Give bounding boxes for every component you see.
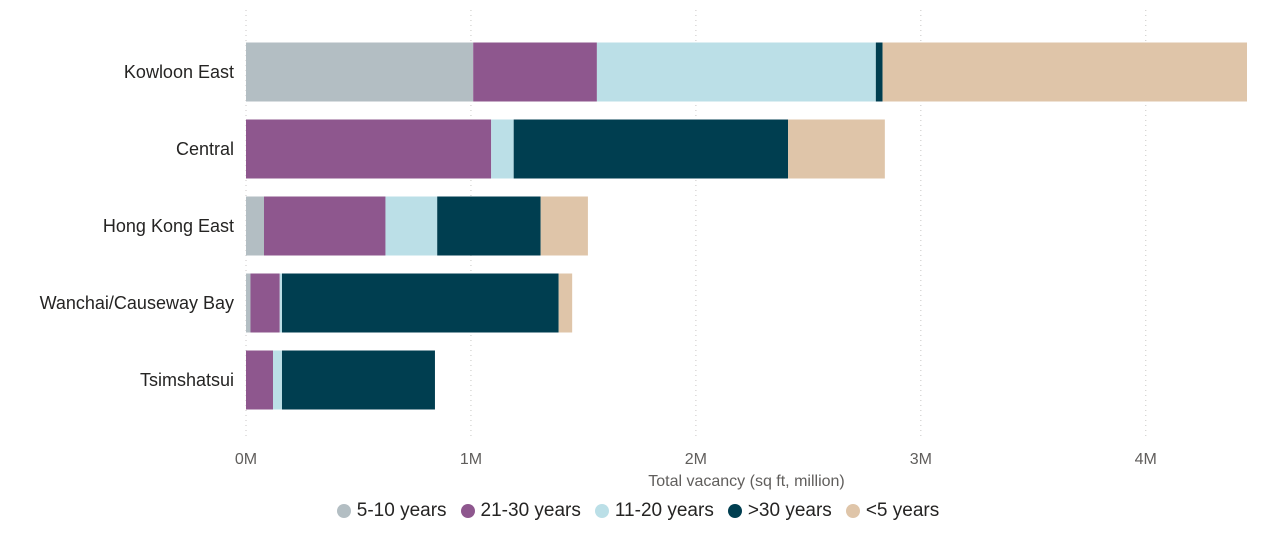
category-label: Wanchai/Causeway Bay: [40, 293, 234, 313]
bar-segment[interactable]: [250, 273, 280, 333]
bar-segment[interactable]: [437, 196, 541, 256]
category-label: Kowloon East: [124, 62, 234, 82]
bar-segment[interactable]: [246, 350, 273, 410]
bar-segment[interactable]: [246, 42, 474, 102]
legend-swatch: [845, 504, 860, 518]
bar-segment[interactable]: [513, 119, 789, 179]
legend-label: <5 years: [865, 500, 940, 521]
bar-segment[interactable]: [281, 350, 435, 410]
category-label: Central: [176, 139, 234, 159]
legend-label: >30 years: [747, 500, 832, 521]
bar-segment[interactable]: [279, 273, 282, 333]
x-tick-label: 4M: [1135, 451, 1157, 468]
bar-segment[interactable]: [788, 119, 885, 179]
legend-item[interactable]: <5 years: [845, 500, 940, 522]
x-axis-title: Total vacancy (sq ft, million): [648, 473, 845, 490]
bar-segment[interactable]: [385, 196, 438, 256]
bar-segment[interactable]: [281, 273, 559, 333]
chart-plot: 0M 1M 2M 3M 4M Total vacancy (sq ft, million)…: [40, 10, 1247, 490]
bar-segment[interactable]: [558, 273, 573, 333]
bar-segment[interactable]: [246, 273, 251, 333]
bar-segment[interactable]: [272, 350, 282, 410]
chart-legend: 5-10 years 21-30 years 11-20 years >30 year…: [0, 500, 1280, 522]
legend-item[interactable]: 21-30 years: [460, 500, 581, 522]
legend-label: 11-20 years: [614, 500, 714, 521]
bar-segment[interactable]: [540, 196, 588, 256]
bar-segment[interactable]: [596, 42, 876, 102]
legend-item[interactable]: >30 years: [727, 500, 832, 522]
legend-swatch: [460, 504, 475, 518]
x-tick-label: 2M: [685, 451, 707, 468]
x-tick-label: 0M: [235, 451, 257, 468]
bar-segment[interactable]: [491, 119, 514, 179]
bar-segment[interactable]: [875, 42, 883, 102]
category-label: Tsimshatsui: [140, 370, 234, 390]
bar-segment[interactable]: [246, 196, 264, 256]
legend-label: 5-10 years: [356, 500, 447, 521]
x-tick-label: 3M: [910, 451, 932, 468]
x-tick-label: 1M: [460, 451, 482, 468]
legend-swatch: [594, 504, 609, 518]
legend-label: 21-30 years: [480, 500, 581, 521]
legend-swatch: [336, 504, 351, 518]
bar-segment[interactable]: [246, 119, 492, 179]
legend-item[interactable]: 5-10 years: [336, 500, 447, 522]
bar-segment[interactable]: [882, 42, 1247, 102]
legend-swatch: [727, 504, 742, 518]
category-label: Hong Kong East: [103, 216, 234, 236]
bar-segment[interactable]: [473, 42, 597, 102]
bar-segment[interactable]: [263, 196, 386, 256]
legend-item[interactable]: 11-20 years: [594, 500, 714, 522]
